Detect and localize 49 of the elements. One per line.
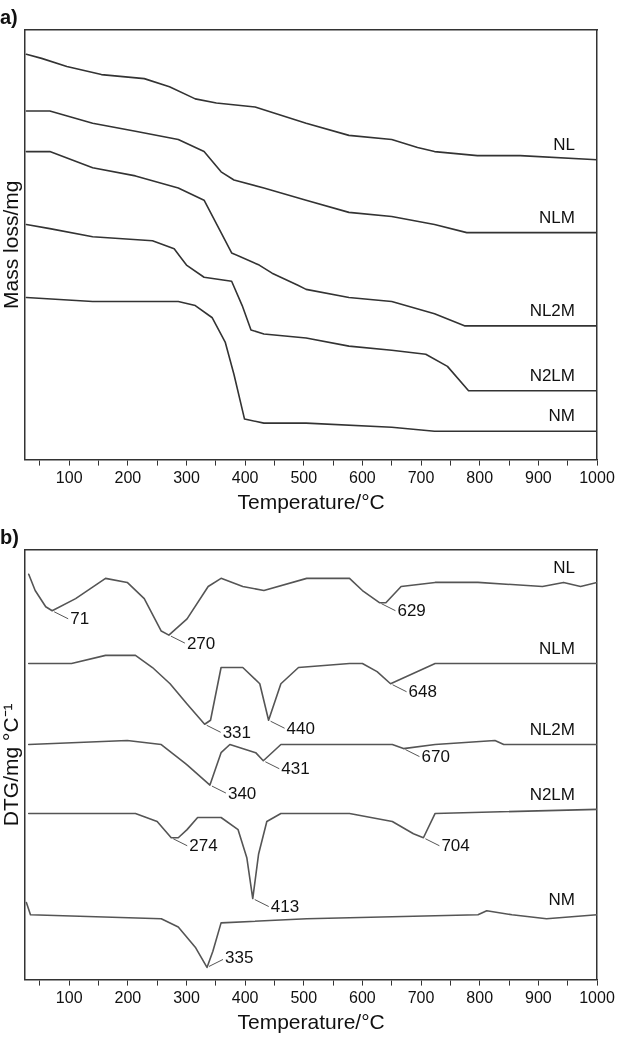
x-tick-label: 500	[290, 468, 318, 486]
annotation: 340	[227, 783, 257, 803]
x-tick-label: 200	[114, 988, 142, 1006]
series-label: N2LM	[529, 784, 575, 804]
x-tick-label: 400	[231, 988, 259, 1006]
x-tick-label: 800	[466, 468, 494, 486]
chart-title: a)	[0, 5, 18, 28]
x-tick-label: 900	[525, 988, 552, 1006]
series-label: NL2M	[529, 301, 575, 321]
x-tick-label: 600	[349, 468, 376, 486]
series-label: NLM	[539, 207, 575, 227]
series-label: N2LM	[529, 365, 575, 385]
x-tick-label: 1000	[579, 988, 615, 1006]
x-axis-title: Temperature/°C	[237, 1010, 385, 1034]
annotation: 629	[397, 601, 426, 621]
annotation: 431	[281, 759, 310, 779]
series-label: NL	[553, 557, 575, 577]
x-axis-title: Temperature/°C	[237, 490, 385, 514]
x-tick-label: 1000	[579, 468, 615, 486]
annotation: 648	[408, 682, 437, 702]
annotation: 331	[222, 722, 252, 742]
y-axis-title: Mass loss/mg	[0, 180, 23, 309]
x-tick-label: 200	[114, 468, 142, 486]
annotation: 335	[225, 948, 254, 968]
annotation: 413	[270, 897, 300, 917]
x-tick-label: 400	[231, 468, 259, 486]
y-axis-title: DTG/mg °C⁻¹	[0, 703, 23, 827]
series-label: NLM	[539, 638, 575, 658]
x-tick-label: 800	[466, 988, 494, 1006]
annotation: 440	[286, 718, 315, 738]
annotation: 71	[70, 609, 90, 629]
x-tick-label: 600	[349, 988, 376, 1006]
x-tick-label: 700	[407, 468, 435, 486]
series-label: NL	[553, 134, 575, 154]
series-label: NM	[548, 889, 575, 909]
x-tick-label: 300	[173, 988, 200, 1006]
x-tick-label: 900	[525, 468, 552, 486]
x-tick-label: 100	[55, 988, 83, 1006]
x-tick-label: 100	[55, 468, 83, 486]
series-label: NM	[548, 406, 575, 426]
x-tick-label: 300	[173, 468, 200, 486]
annotation: 670	[421, 747, 450, 767]
annotation: 270	[186, 633, 216, 653]
x-tick-label: 700	[407, 988, 435, 1006]
annotation: 274	[189, 836, 218, 856]
annotation: 704	[441, 836, 470, 856]
series-label: NL2M	[529, 719, 575, 739]
x-tick-label: 500	[290, 988, 318, 1006]
chart-title: b)	[0, 525, 19, 548]
